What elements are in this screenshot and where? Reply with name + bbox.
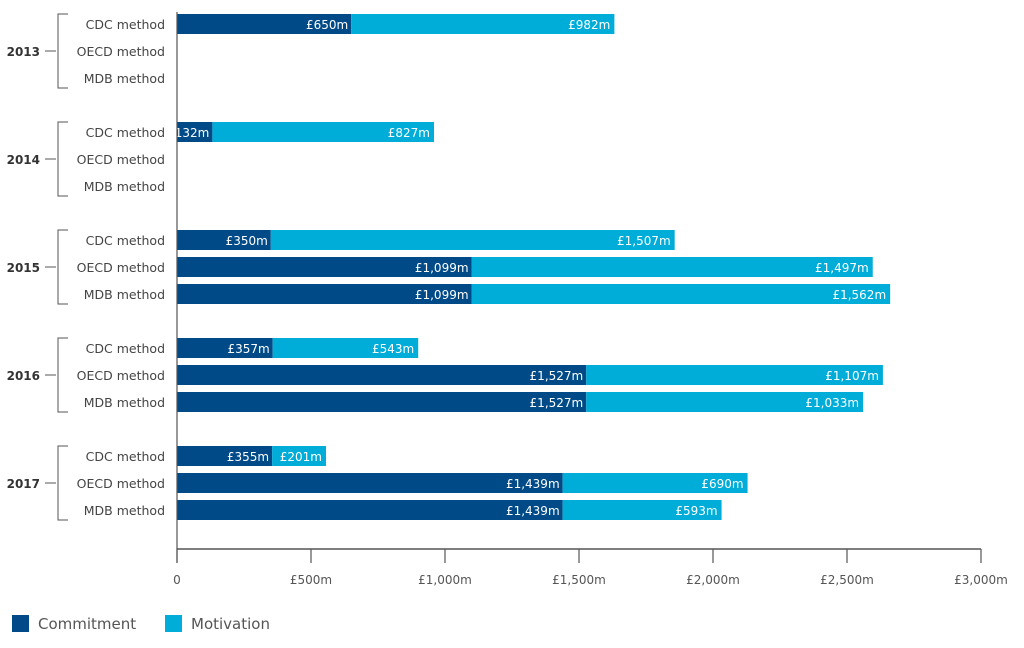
commitment-bar (177, 338, 273, 358)
year-label: 2015 (7, 261, 40, 275)
year-label: 2016 (7, 369, 40, 383)
x-tick-label: £1,500m (552, 573, 606, 587)
group-bracket (57, 445, 68, 521)
commitment-bar (177, 446, 273, 466)
commitment-bar (177, 365, 587, 385)
method-label: CDC method (86, 125, 165, 140)
commitment-bar (177, 257, 472, 277)
commitment-value-label: £650m (306, 18, 348, 32)
commitment-value-label: £1,099m (415, 261, 469, 275)
method-label: CDC method (86, 449, 165, 464)
year-label: 2017 (7, 477, 40, 491)
method-label: OECD method (77, 44, 165, 59)
group-bracket (57, 337, 68, 413)
commitment-value-label: £1,527m (530, 396, 584, 410)
legend-swatch-motivation (165, 615, 182, 632)
legend-label-commitment: Commitment (38, 615, 136, 633)
motivation-bar (272, 446, 327, 466)
commitment-bar (177, 14, 352, 34)
commitment-bar (177, 473, 563, 493)
commitment-value-label: £1,099m (415, 288, 469, 302)
method-label: MDB method (84, 395, 165, 410)
commitment-value-label: £132m (167, 126, 209, 140)
motivation-bar (471, 284, 891, 304)
method-label: MDB method (84, 179, 165, 194)
motivation-bar (586, 392, 864, 412)
motivation-value-label: £1,507m (617, 234, 671, 248)
commitment-bar (177, 284, 472, 304)
legend-label-motivation: Motivation (191, 615, 270, 633)
method-label: OECD method (77, 260, 165, 275)
commitment-bar (177, 122, 213, 142)
commitment-value-label: £355m (227, 450, 269, 464)
motivation-bar (272, 338, 419, 358)
motivation-bar (212, 122, 435, 142)
x-tick-label: 0 (173, 573, 181, 587)
x-tick-label: £1,000m (418, 573, 472, 587)
commitment-value-label: £350m (226, 234, 268, 248)
motivation-bar (471, 257, 873, 277)
motivation-bar (562, 500, 722, 520)
method-label: CDC method (86, 17, 165, 32)
method-label: OECD method (77, 152, 165, 167)
x-tick-label: £500m (290, 573, 332, 587)
commitment-bar (177, 230, 271, 250)
motivation-value-label: £1,107m (825, 369, 879, 383)
group-bracket (57, 121, 68, 197)
commitment-bar (177, 392, 587, 412)
commitment-value-label: £1,439m (506, 504, 560, 518)
x-tick-label: £2,000m (686, 573, 740, 587)
year-label: 2013 (7, 45, 40, 59)
motivation-value-label: £593m (675, 504, 717, 518)
method-label: CDC method (86, 341, 165, 356)
method-label: MDB method (84, 287, 165, 302)
group-bracket (57, 229, 68, 305)
motivation-value-label: £982m (568, 18, 610, 32)
x-tick-label: £3,000m (954, 573, 1008, 587)
commitment-value-label: £1,439m (506, 477, 560, 491)
motivation-bar (351, 14, 615, 34)
motivation-bar (586, 365, 883, 385)
x-tick-label: £2,500m (820, 573, 874, 587)
legend-swatch-commitment (12, 615, 29, 632)
motivation-value-label: £690m (701, 477, 743, 491)
method-label: OECD method (77, 368, 165, 383)
motivation-bar (562, 473, 748, 493)
year-label: 2014 (7, 153, 40, 167)
motivation-value-label: £827m (388, 126, 430, 140)
motivation-value-label: £1,497m (815, 261, 869, 275)
group-bracket (57, 13, 68, 89)
method-label: MDB method (84, 71, 165, 86)
commitment-value-label: £357m (227, 342, 269, 356)
motivation-value-label: £543m (372, 342, 414, 356)
motivation-value-label: £1,562m (832, 288, 886, 302)
motivation-bar (270, 230, 675, 250)
method-label: MDB method (84, 503, 165, 518)
motivation-value-label: £1,033m (805, 396, 859, 410)
commitment-bar (177, 500, 563, 520)
method-label: CDC method (86, 233, 165, 248)
motivation-value-label: £201m (280, 450, 322, 464)
method-label: OECD method (77, 476, 165, 491)
commitment-value-label: £1,527m (530, 369, 584, 383)
